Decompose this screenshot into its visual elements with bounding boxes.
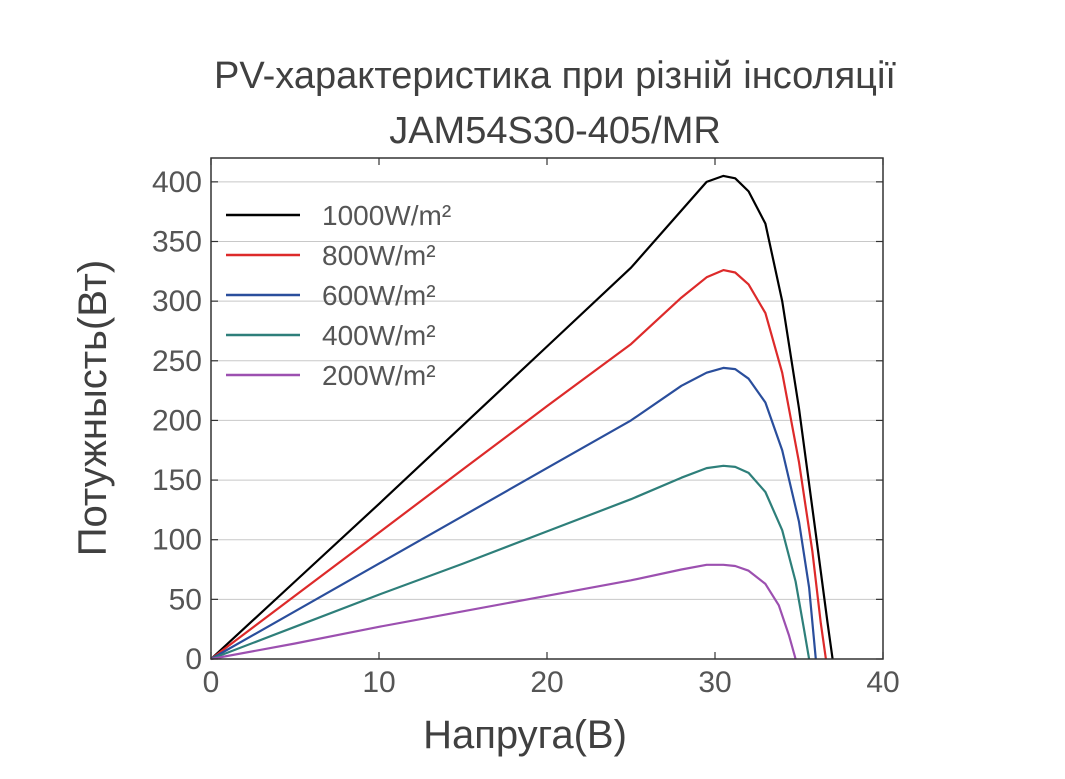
legend-label-1000w-m: 1000W/m² [322,200,451,231]
data-series [210,174,834,661]
y-axis-label: Потужнысть(Вт) [71,260,115,556]
legend-label-400w-m: 400W/m² [322,320,436,351]
legend-label-800w-m: 800W/m² [322,240,436,271]
y-tick-label: 150 [152,464,202,497]
y-tick-label: 300 [152,285,202,318]
legend-label-600w-m: 600W/m² [322,280,436,311]
x-tick-label: 20 [530,666,563,699]
y-tick-label: 250 [152,345,202,378]
y-tick-label: 100 [152,524,202,557]
series-line-200w-m [210,563,797,661]
legend-label-200w-m: 200W/m² [322,360,436,391]
legend: 1000W/m² 800W/m² 600W/m² 400W/m² 200W/m² [226,200,451,391]
x-tick-label: 10 [362,666,395,699]
y-tick-label: 50 [169,583,202,616]
series-line-400w-m [210,464,811,661]
series-line-1000w-m [210,174,834,660]
x-tick-label: 30 [698,666,731,699]
axis-ticks: 0 50 100 150 200 250 300 350 400 0 10 20 30 40 [152,158,900,699]
x-tick-label: 40 [866,666,899,699]
chart-subtitle: JAM54S30-405/MR [389,110,721,152]
y-tick-label: 400 [152,166,202,199]
x-axis-label: Напруга(В) [423,713,627,757]
series-line-800w-m [210,269,827,660]
y-tick-label: 350 [152,226,202,259]
grid-lines [211,181,883,600]
chart-title: PV-характеристика при різній інсоляції [214,55,896,97]
y-tick-label: 200 [152,404,202,437]
y-tick-label: 0 [185,643,202,676]
x-tick-label: 0 [203,666,220,699]
series-line-600w-m [210,366,817,660]
